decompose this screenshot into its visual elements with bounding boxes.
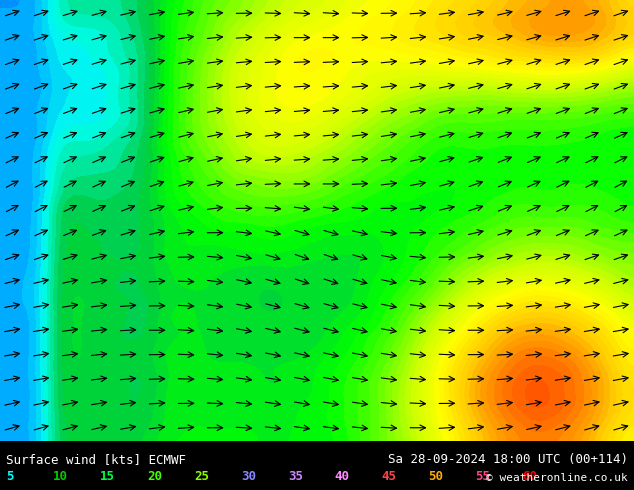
Text: 15: 15 bbox=[100, 469, 115, 483]
Text: 35: 35 bbox=[288, 469, 303, 483]
Text: 20: 20 bbox=[147, 469, 162, 483]
Text: Sa 28-09-2024 18:00 UTC (00+114): Sa 28-09-2024 18:00 UTC (00+114) bbox=[387, 453, 628, 466]
Text: 50: 50 bbox=[429, 469, 444, 483]
Text: 25: 25 bbox=[194, 469, 209, 483]
Text: 60: 60 bbox=[522, 469, 538, 483]
Text: 30: 30 bbox=[241, 469, 256, 483]
Text: 5: 5 bbox=[6, 469, 14, 483]
Text: 45: 45 bbox=[382, 469, 397, 483]
Text: 55: 55 bbox=[476, 469, 491, 483]
Text: 40: 40 bbox=[335, 469, 350, 483]
Text: © weatheronline.co.uk: © weatheronline.co.uk bbox=[486, 473, 628, 483]
Text: 10: 10 bbox=[53, 469, 68, 483]
Text: Surface wind [kts] ECMWF: Surface wind [kts] ECMWF bbox=[6, 453, 186, 466]
